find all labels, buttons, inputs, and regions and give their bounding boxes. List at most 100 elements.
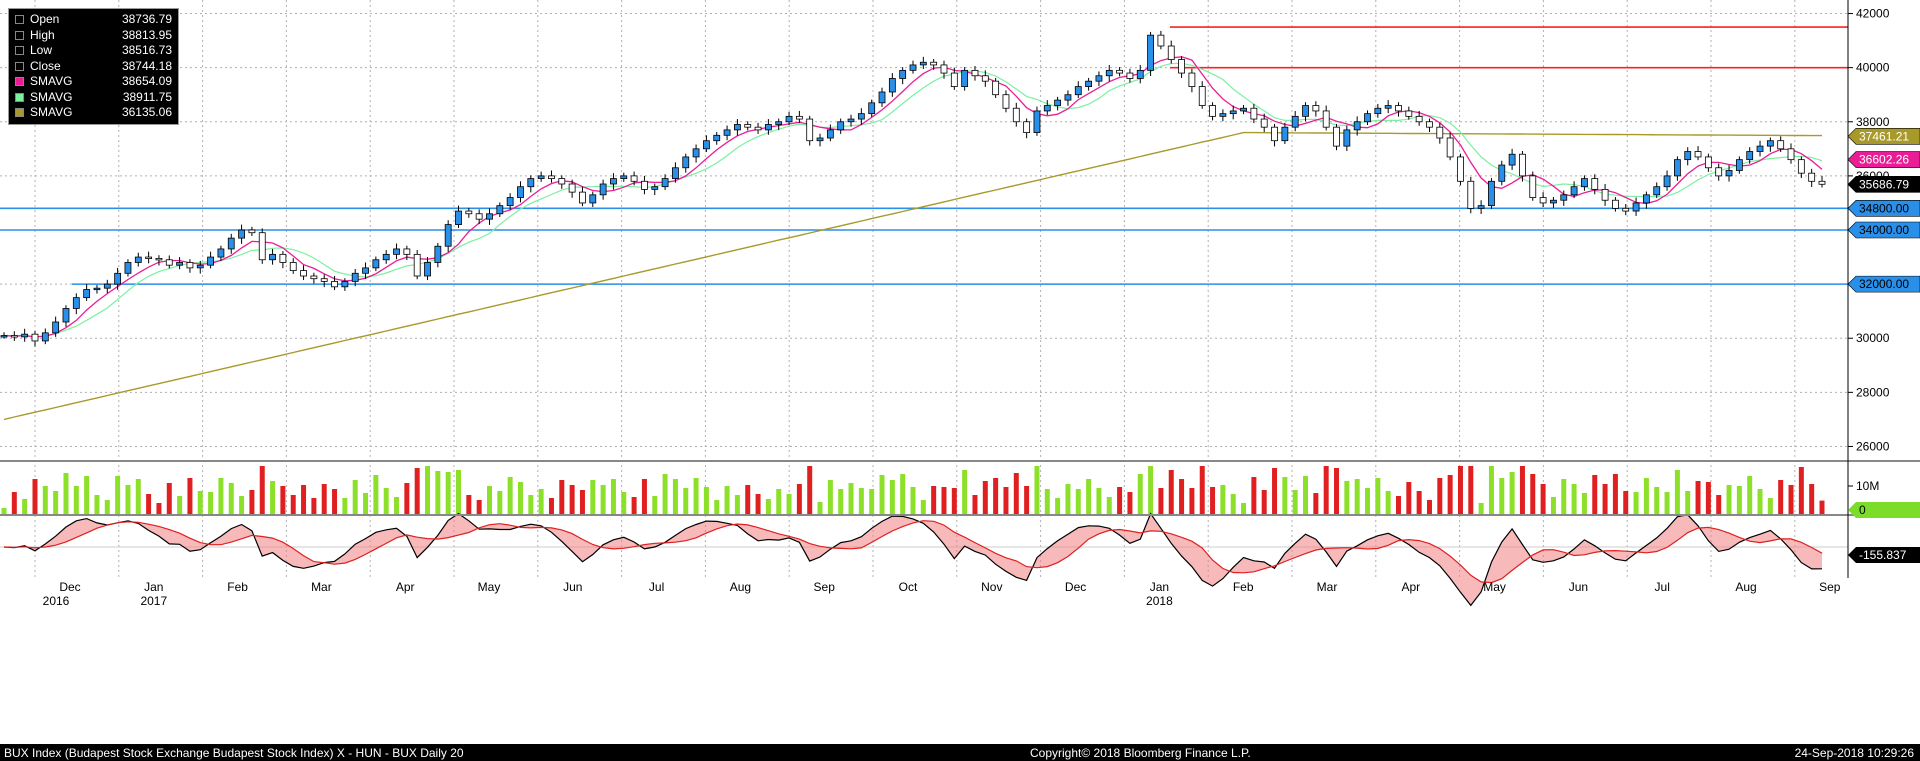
volume-bar	[1375, 478, 1381, 514]
x-tick-label: Sep	[1819, 580, 1841, 594]
volume-bar	[1106, 497, 1112, 514]
candle-body	[1322, 110, 1330, 128]
candle-body	[620, 175, 628, 179]
candle-body	[10, 335, 18, 338]
volume-bar	[394, 497, 400, 514]
candle-body	[1312, 105, 1320, 112]
candle-body	[1488, 180, 1495, 207]
x-tick-label: Mar	[1317, 580, 1338, 594]
volume-bar	[972, 495, 978, 514]
volume-bar	[1530, 474, 1536, 514]
candle-body	[1673, 159, 1681, 177]
candle-body	[692, 148, 700, 158]
candle-body	[1405, 110, 1413, 117]
candle-body	[310, 275, 318, 280]
candle-body	[868, 102, 876, 115]
candle-body	[1622, 207, 1630, 212]
volume-bar	[1633, 492, 1639, 514]
price-label-box	[1847, 200, 1920, 217]
price-label-text: 37461.21	[1859, 129, 1909, 143]
candle-body	[165, 259, 173, 266]
price-label-box	[1847, 275, 1920, 293]
price-label-text: 34000.00	[1859, 223, 1909, 237]
price-axis-label: 37461.21	[1847, 128, 1920, 145]
volume-bar	[249, 490, 255, 514]
candle-body	[1023, 121, 1031, 133]
x-tick-label: Mar	[311, 580, 332, 594]
volume-bar	[900, 474, 906, 514]
candle-body	[930, 61, 938, 66]
x-tick-label: Dec	[1065, 580, 1086, 594]
candle-body	[847, 118, 855, 123]
candle-body	[1694, 151, 1702, 158]
x-tick-label: Feb	[1233, 580, 1254, 594]
candle-body	[1560, 194, 1568, 201]
candle-body	[496, 205, 504, 215]
candle-body	[1797, 159, 1805, 174]
candle-body	[919, 61, 927, 66]
volume-bar	[817, 502, 823, 514]
volume-bar	[197, 491, 203, 514]
volume-bar	[1334, 468, 1340, 514]
price-label-text: 34800.00	[1859, 201, 1909, 215]
candle-body	[672, 167, 679, 179]
x-tick-label: Jul	[649, 580, 664, 594]
candle-body	[537, 175, 545, 179]
candle-body	[155, 258, 163, 261]
candle-body	[341, 281, 349, 288]
volume-bar	[1168, 470, 1174, 514]
candle-body	[816, 137, 824, 142]
volume-bar	[910, 487, 916, 514]
volume-bar	[280, 486, 286, 514]
candle-body	[713, 134, 721, 142]
candle-body	[1333, 126, 1340, 147]
volume-bar	[734, 495, 740, 514]
x-tick-label: Jun	[1569, 580, 1588, 594]
candle-body	[1209, 105, 1216, 117]
volume-bar	[610, 479, 616, 514]
x-tick-label: Aug	[730, 580, 751, 594]
volume-bar	[1798, 467, 1804, 514]
volume-bar	[1158, 488, 1164, 514]
volume-bar	[827, 480, 833, 514]
legend-item: Open 38736.79	[15, 12, 172, 28]
volume-bar	[1137, 474, 1143, 514]
candle-body	[682, 156, 690, 169]
volume-bar	[1189, 488, 1195, 514]
macd-label-text: -155.837	[1859, 548, 1907, 562]
volume-bar	[838, 489, 844, 514]
panel-separator	[0, 460, 1920, 462]
volume-bar	[1447, 475, 1453, 514]
volume-bar	[32, 479, 38, 514]
candle-body	[1663, 175, 1671, 188]
price-label-box	[1847, 221, 1920, 239]
legend-swatch	[15, 30, 24, 40]
volume-bar	[1788, 485, 1794, 514]
volume-bar	[652, 496, 658, 514]
volume-bar	[982, 481, 988, 514]
price-label-box	[1847, 176, 1920, 193]
volume-bar	[1127, 492, 1133, 514]
candle-body	[186, 262, 194, 269]
volume-bar	[1416, 491, 1422, 514]
legend-swatch	[15, 61, 24, 71]
volume-bar	[187, 478, 193, 514]
volume-bar	[342, 498, 348, 514]
candle-body	[1395, 105, 1402, 112]
volume-bar	[1602, 484, 1608, 514]
candle-body	[41, 332, 49, 342]
volume-bar	[1199, 466, 1205, 514]
volume-bar	[889, 480, 895, 514]
candle-body	[1519, 153, 1526, 177]
volume-bar	[1385, 491, 1391, 514]
legend-label: Low	[30, 43, 53, 57]
candle-body	[703, 140, 710, 150]
candle-body	[1818, 180, 1826, 185]
candle-body	[568, 183, 576, 193]
candle-body	[434, 245, 442, 263]
volume-bar	[22, 499, 28, 514]
legend-label: Close	[30, 58, 61, 73]
candle-body	[1136, 69, 1144, 79]
candle-body	[733, 124, 741, 131]
footer-left: BUX Index (Budapest Stock Exchange Budap…	[4, 746, 464, 760]
